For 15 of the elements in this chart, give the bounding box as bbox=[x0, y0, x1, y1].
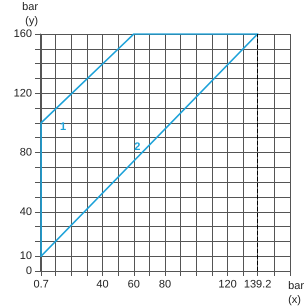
x-tick-label: 139.2 bbox=[244, 278, 272, 290]
y-tick-label: 120 bbox=[14, 87, 32, 100]
x-axis-title: bar (x) bbox=[288, 280, 304, 306]
x-tick-label: 60 bbox=[128, 278, 140, 290]
y-axis-title: bar (y) bbox=[22, 1, 38, 27]
y-tick-label: 40 bbox=[20, 206, 32, 218]
y-tick-label: 0 bbox=[26, 265, 32, 277]
x-tick-label: 40 bbox=[96, 278, 109, 290]
y-tick-label: 160 bbox=[14, 28, 32, 40]
x-tick-label: 0.7 bbox=[33, 278, 49, 290]
x-tick-label: 80 bbox=[158, 278, 172, 290]
y-tick-label: 10 bbox=[20, 250, 32, 262]
x-tick-label: 120 bbox=[218, 278, 237, 290]
y-tick-label: 80 bbox=[20, 146, 32, 158]
series-label: 1 bbox=[60, 120, 66, 133]
